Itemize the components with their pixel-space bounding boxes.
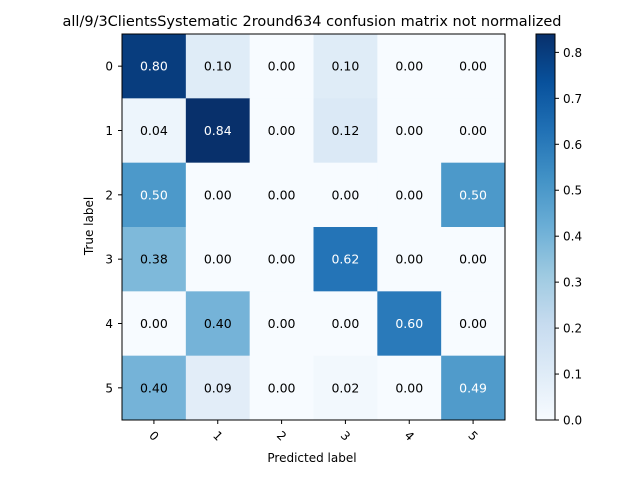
heatmap-cell bbox=[313, 162, 378, 228]
cell-value-label: 0.00 bbox=[395, 123, 423, 138]
heatmap-cell bbox=[377, 355, 442, 421]
cell-value-label: 0.38 bbox=[140, 252, 168, 267]
heatmap-cell bbox=[185, 98, 251, 164]
heatmap-cell bbox=[441, 98, 506, 164]
cell-value-label: 0.00 bbox=[331, 187, 359, 202]
cell-value-label: 0.04 bbox=[140, 123, 168, 138]
y-tick-label: 5 bbox=[105, 381, 113, 395]
cell-value-label: 0.60 bbox=[395, 316, 423, 331]
cell-value-label: 0.80 bbox=[140, 59, 168, 74]
heatmap-cell bbox=[185, 34, 251, 99]
cell-value-label: 0.00 bbox=[459, 316, 487, 331]
cell-value-label: 0.50 bbox=[140, 187, 168, 202]
y-tick-label: 3 bbox=[105, 253, 113, 267]
heatmap-cell bbox=[249, 291, 314, 357]
heatmap-cell bbox=[185, 291, 251, 357]
heatmap-cell bbox=[377, 34, 442, 99]
heatmap-cell bbox=[122, 34, 187, 99]
y-tick-label: 2 bbox=[105, 188, 113, 202]
cell-value-label: 0.62 bbox=[331, 252, 359, 267]
heatmap-cell bbox=[185, 227, 251, 292]
cell-value-label: 0.00 bbox=[395, 59, 423, 74]
y-axis-ticks: 0 1 2 3 4 5 bbox=[105, 60, 122, 395]
heatmap-cell bbox=[441, 227, 506, 292]
cell-value-label: 0.00 bbox=[268, 59, 296, 74]
y-tick-label: 1 bbox=[105, 124, 113, 138]
colorbar-tick-label: 0.8 bbox=[563, 46, 582, 60]
cell-value-label: 0.00 bbox=[459, 123, 487, 138]
heatmap-cell bbox=[441, 355, 506, 421]
colorbar-tick-label: 0.0 bbox=[563, 414, 582, 428]
heatmap-cell bbox=[122, 162, 187, 228]
heatmap-cells bbox=[122, 34, 506, 421]
cell-value-label: 0.00 bbox=[395, 252, 423, 267]
cell-value-label: 0.00 bbox=[268, 252, 296, 267]
colorbar-tick-label: 0.7 bbox=[563, 92, 582, 106]
heatmap-cell bbox=[249, 98, 314, 164]
heatmap-cell bbox=[249, 34, 314, 99]
cell-value-label: 0.02 bbox=[331, 380, 359, 395]
heatmap-cell bbox=[441, 162, 506, 228]
cell-value-label: 0.12 bbox=[331, 123, 359, 138]
heatmap-cell bbox=[185, 355, 251, 421]
heatmap-cell bbox=[377, 227, 442, 292]
heatmap-cell bbox=[313, 291, 378, 357]
heatmap-cell-labels: 0.80 0.10 0.00 0.10 0.00 0.00 0.04 0.84 0.00 0.12… bbox=[140, 59, 487, 396]
y-axis-label: True label bbox=[82, 197, 96, 256]
heatmap-cell bbox=[441, 34, 506, 99]
heatmap-cell bbox=[377, 291, 442, 357]
heatmap-cell bbox=[377, 98, 442, 164]
heatmap-cell bbox=[249, 227, 314, 292]
colorbar-tick-label: 0.6 bbox=[563, 138, 582, 152]
cell-value-label: 0.09 bbox=[204, 380, 232, 395]
heatmap-cell bbox=[122, 355, 187, 421]
colorbar-tick-label: 0.4 bbox=[563, 230, 582, 244]
heatmap-cell bbox=[185, 162, 251, 228]
cell-value-label: 0.00 bbox=[204, 252, 232, 267]
heatmap-cell bbox=[122, 98, 187, 164]
y-tick-label: 0 bbox=[105, 60, 113, 74]
cell-value-label: 0.00 bbox=[459, 59, 487, 74]
heatmap-cell bbox=[441, 291, 506, 357]
plot-frame bbox=[121, 33, 506, 421]
cell-value-label: 0.00 bbox=[395, 187, 423, 202]
cell-value-label: 0.84 bbox=[204, 123, 232, 138]
cell-value-label: 0.10 bbox=[204, 59, 232, 74]
heatmap-cell bbox=[313, 34, 378, 99]
cell-value-label: 0.40 bbox=[204, 316, 232, 331]
heatmap-cell bbox=[313, 355, 378, 421]
cell-value-label: 0.00 bbox=[268, 316, 296, 331]
cell-value-label: 0.00 bbox=[395, 380, 423, 395]
colorbar-tick-label: 0.2 bbox=[563, 322, 582, 336]
cell-value-label: 0.00 bbox=[268, 123, 296, 138]
colorbar-ticks: 0.0 0.1 0.2 0.3 0.4 0.5 0.6 0.7 0.8 bbox=[555, 46, 582, 428]
heatmap-cell bbox=[249, 162, 314, 228]
cell-value-label: 0.40 bbox=[140, 380, 168, 395]
colorbar-tick-label: 0.5 bbox=[563, 184, 582, 198]
cell-value-label: 0.10 bbox=[331, 59, 359, 74]
colorbar bbox=[535, 33, 556, 421]
cell-value-label: 0.00 bbox=[140, 316, 168, 331]
cell-value-label: 0.50 bbox=[459, 187, 487, 202]
cell-value-label: 0.00 bbox=[331, 316, 359, 331]
heatmap-cell bbox=[313, 227, 378, 292]
cell-value-label: 0.00 bbox=[204, 187, 232, 202]
cell-value-label: 0.49 bbox=[459, 380, 487, 395]
x-axis-label: Predicted label bbox=[267, 451, 356, 465]
heatmap-cell bbox=[313, 98, 378, 164]
colorbar-tick-label: 0.3 bbox=[563, 276, 582, 290]
y-tick-label: 4 bbox=[105, 317, 113, 331]
heatmap-cell bbox=[122, 291, 187, 357]
chart-title: all/9/3ClientsSystematic 2round634 confu… bbox=[63, 14, 562, 30]
cell-value-label: 0.00 bbox=[459, 252, 487, 267]
cell-value-label: 0.00 bbox=[268, 380, 296, 395]
heatmap-cell bbox=[122, 227, 187, 292]
heatmap-cell bbox=[377, 162, 442, 228]
cell-value-label: 0.00 bbox=[268, 187, 296, 202]
colorbar-tick-label: 0.1 bbox=[563, 368, 582, 382]
heatmap-cell bbox=[249, 355, 314, 421]
